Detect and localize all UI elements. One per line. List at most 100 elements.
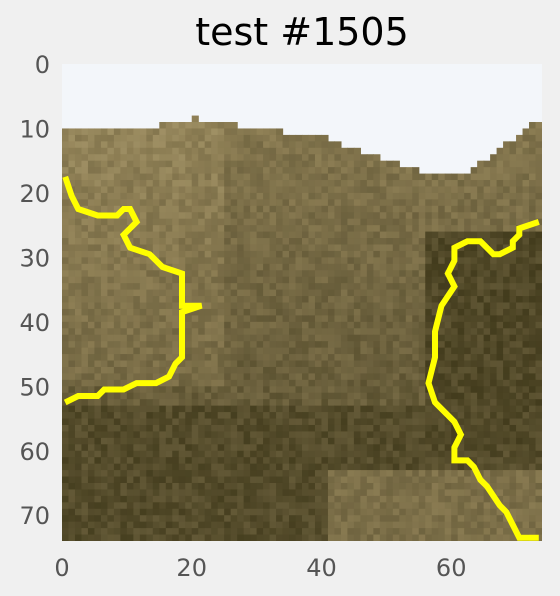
image-pixel — [198, 521, 206, 529]
image-pixel — [276, 173, 284, 181]
image-pixel — [321, 450, 329, 458]
image-pixel — [327, 160, 336, 168]
image-pixel — [289, 160, 297, 168]
image-pixel — [535, 424, 542, 433]
image-pixel — [68, 366, 76, 375]
image-pixel — [256, 489, 264, 497]
image-pixel — [165, 212, 173, 220]
image-pixel — [438, 373, 446, 381]
image-pixel — [425, 508, 433, 516]
image-pixel — [94, 457, 102, 465]
image-pixel — [165, 186, 173, 194]
image-pixel — [224, 218, 232, 226]
image-pixel — [496, 180, 504, 188]
image-pixel — [185, 405, 193, 413]
image-pixel — [392, 482, 400, 491]
image-pixel — [204, 334, 212, 342]
image-pixel — [373, 231, 381, 239]
x-tick-label: 20 — [176, 554, 207, 582]
image-pixel — [483, 180, 491, 188]
image-pixel — [457, 302, 465, 310]
image-pixel — [165, 244, 173, 252]
image-pixel — [165, 444, 173, 452]
image-pixel — [107, 192, 115, 200]
image-pixel — [120, 141, 128, 149]
image-pixel — [256, 283, 264, 291]
image-pixel — [477, 283, 485, 291]
image-pixel — [483, 405, 491, 413]
image-pixel — [139, 373, 147, 381]
image-pixel — [392, 289, 400, 297]
image-pixel — [269, 347, 277, 355]
image-pixel — [68, 321, 76, 329]
image-pixel — [224, 192, 232, 200]
image-pixel — [418, 244, 426, 252]
image-pixel — [146, 128, 154, 136]
y-tick-label: 60 — [19, 438, 50, 466]
image-pixel — [496, 450, 504, 458]
image-pixel — [282, 386, 290, 394]
image-pixel — [477, 302, 485, 310]
image-pixel — [412, 386, 420, 394]
image-pixel — [126, 418, 134, 426]
image-pixel — [217, 122, 225, 130]
image-pixel — [470, 482, 478, 491]
image-pixel — [113, 379, 121, 387]
image-pixel — [74, 405, 83, 413]
image-pixel — [373, 476, 381, 484]
image-pixel — [191, 257, 199, 265]
image-pixel — [412, 502, 420, 510]
image-pixel — [353, 231, 361, 239]
image-pixel — [470, 392, 478, 400]
image-pixel — [412, 470, 420, 478]
image-pixel — [289, 231, 297, 239]
image-pixel — [334, 379, 342, 387]
image-pixel — [373, 160, 381, 168]
image-pixel — [451, 225, 459, 233]
image-pixel — [431, 192, 439, 200]
image-pixel — [399, 321, 407, 329]
image-pixel — [327, 476, 336, 484]
image-pixel — [146, 334, 154, 342]
image-pixel — [308, 424, 316, 433]
y-tick-label: 30 — [19, 244, 50, 272]
image-pixel — [256, 192, 264, 200]
image-pixel — [347, 308, 355, 316]
image-pixel — [198, 463, 206, 471]
image-pixel — [347, 360, 355, 368]
image-pixel — [360, 328, 368, 336]
image-pixel — [392, 502, 400, 510]
image-pixel — [496, 515, 504, 523]
image-pixel — [62, 482, 70, 491]
image-pixel — [360, 373, 368, 381]
image-pixel — [178, 528, 186, 536]
image-pixel — [496, 437, 504, 445]
image-pixel — [62, 154, 70, 162]
image-pixel — [366, 521, 374, 529]
image-pixel — [289, 199, 297, 207]
image-pixel — [276, 212, 284, 220]
image-pixel — [230, 373, 238, 381]
image-pixel — [444, 495, 452, 503]
image-pixel — [529, 463, 537, 471]
image-pixel — [379, 238, 387, 246]
image-pixel — [256, 289, 264, 297]
image-pixel — [327, 238, 336, 246]
image-pixel — [444, 379, 452, 387]
image-pixel — [204, 528, 212, 536]
image-pixel — [269, 418, 277, 426]
image-pixel — [237, 470, 245, 478]
image-pixel — [438, 463, 446, 471]
image-pixel — [327, 534, 336, 541]
image-pixel — [100, 199, 109, 207]
image-pixel — [314, 360, 323, 368]
image-pixel — [74, 373, 83, 381]
image-pixel — [107, 141, 115, 149]
image-pixel — [250, 263, 258, 271]
image-pixel — [185, 212, 193, 220]
image-pixel — [269, 437, 277, 445]
image-pixel — [431, 528, 439, 536]
image-pixel — [87, 424, 96, 433]
image-pixel — [451, 212, 459, 220]
image-pixel — [282, 173, 290, 181]
